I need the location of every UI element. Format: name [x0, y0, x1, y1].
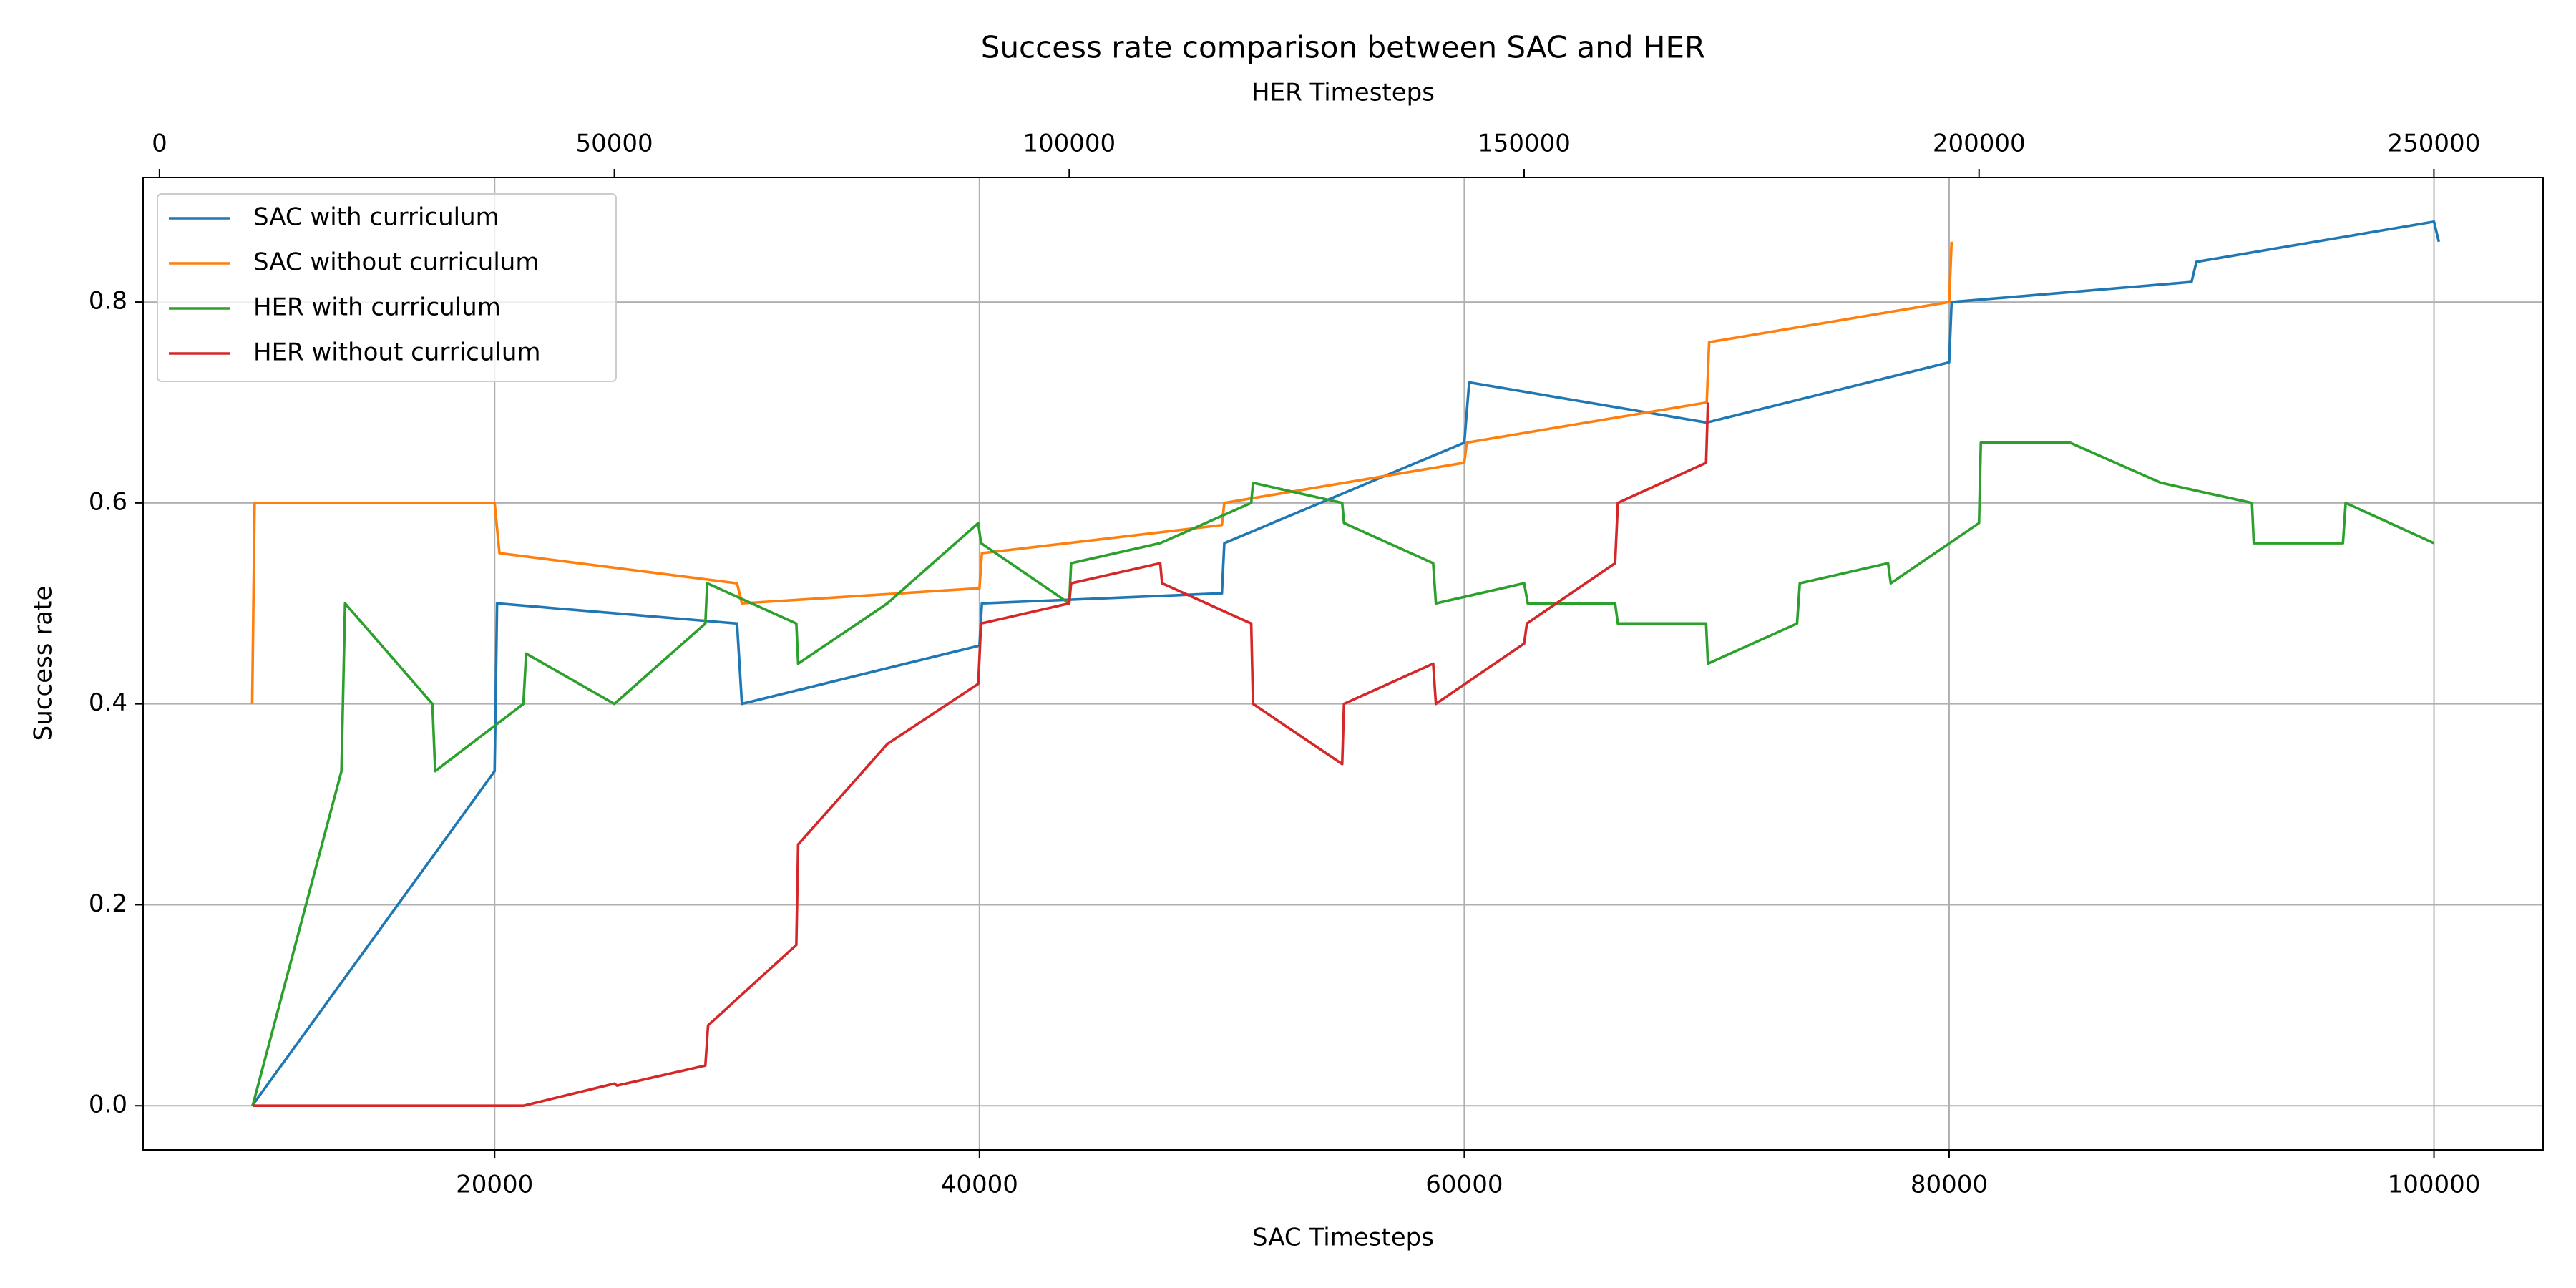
y-axis-label: Success rate [29, 586, 58, 741]
chart-title: Success rate comparison between SAC and … [981, 30, 1705, 65]
y-tick-label: 0.0 [89, 1091, 127, 1119]
x2-tick-label: 250000 [2388, 130, 2481, 158]
x-tick-label: 40000 [941, 1171, 1018, 1199]
x2-tick-label: 150000 [1478, 130, 1571, 158]
legend-label: SAC with curriculum [253, 203, 499, 232]
x-tick-label: 20000 [456, 1171, 533, 1199]
y-tick-label: 0.4 [89, 688, 127, 717]
legend-box [157, 193, 617, 382]
x2-tick-label: 50000 [576, 130, 653, 158]
series-line [250, 241, 1953, 704]
series-line [253, 402, 1709, 1108]
x-tick-label: 100000 [2388, 1171, 2481, 1199]
x2-tick-label: 100000 [1023, 130, 1116, 158]
legend-label: SAC without curriculum [253, 248, 539, 277]
x-tick-label: 60000 [1425, 1171, 1503, 1199]
x2-tick-label: 0 [152, 130, 167, 158]
plot-frame [142, 177, 2544, 1151]
y-tick-label: 0.2 [89, 889, 127, 918]
legend-label: HER with curriculum [253, 293, 501, 322]
x-tick-label: 80000 [1911, 1171, 1988, 1199]
x2-axis-label: HER Timesteps [1252, 79, 1435, 107]
x-axis-label: SAC Timesteps [1252, 1224, 1434, 1252]
x2-tick-label: 200000 [1933, 130, 2026, 158]
y-tick-label: 0.8 [89, 287, 127, 316]
y-tick-label: 0.6 [89, 487, 127, 516]
series-line [251, 441, 2435, 1106]
legend-label: HER without curriculum [253, 338, 541, 367]
series-line [250, 220, 2441, 1107]
